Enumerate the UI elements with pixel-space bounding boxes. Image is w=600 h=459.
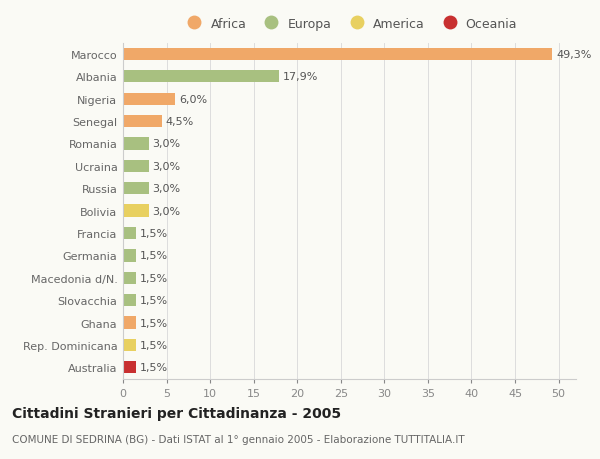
Legend: Africa, Europa, America, Oceania: Africa, Europa, America, Oceania xyxy=(182,18,517,31)
Bar xyxy=(123,183,149,195)
Bar xyxy=(123,205,149,217)
Text: 3,0%: 3,0% xyxy=(152,206,181,216)
Text: 1,5%: 1,5% xyxy=(140,273,167,283)
Text: 1,5%: 1,5% xyxy=(140,340,167,350)
Text: 1,5%: 1,5% xyxy=(140,363,167,373)
Bar xyxy=(123,49,553,61)
Text: Cittadini Stranieri per Cittadinanza - 2005: Cittadini Stranieri per Cittadinanza - 2… xyxy=(12,406,341,420)
Bar xyxy=(123,93,175,106)
Text: 1,5%: 1,5% xyxy=(140,318,167,328)
Bar xyxy=(123,250,136,262)
Bar xyxy=(123,339,136,351)
Text: 3,0%: 3,0% xyxy=(152,184,181,194)
Text: 3,0%: 3,0% xyxy=(152,162,181,172)
Bar xyxy=(123,361,136,374)
Bar xyxy=(123,272,136,284)
Bar xyxy=(123,116,162,128)
Bar xyxy=(123,138,149,150)
Text: 1,5%: 1,5% xyxy=(140,229,167,239)
Text: 49,3%: 49,3% xyxy=(556,50,592,60)
Bar xyxy=(123,160,149,173)
Text: 3,0%: 3,0% xyxy=(152,139,181,149)
Text: 1,5%: 1,5% xyxy=(140,251,167,261)
Bar xyxy=(123,317,136,329)
Text: COMUNE DI SEDRINA (BG) - Dati ISTAT al 1° gennaio 2005 - Elaborazione TUTTITALIA: COMUNE DI SEDRINA (BG) - Dati ISTAT al 1… xyxy=(12,434,464,444)
Text: 6,0%: 6,0% xyxy=(179,95,207,105)
Bar xyxy=(123,227,136,240)
Bar xyxy=(123,71,279,83)
Text: 4,5%: 4,5% xyxy=(166,117,194,127)
Text: 1,5%: 1,5% xyxy=(140,296,167,306)
Bar xyxy=(123,294,136,307)
Text: 17,9%: 17,9% xyxy=(283,72,318,82)
